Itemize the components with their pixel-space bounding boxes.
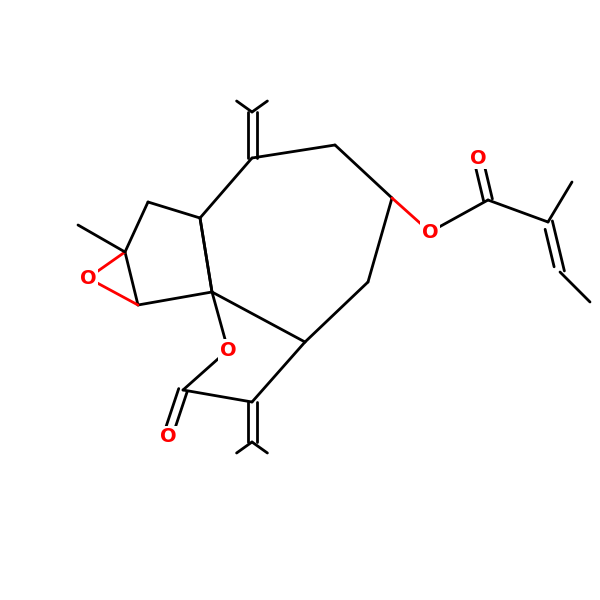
- Text: O: O: [160, 427, 176, 446]
- Text: O: O: [470, 148, 487, 167]
- Text: O: O: [422, 223, 439, 241]
- Text: O: O: [80, 269, 97, 287]
- Text: O: O: [220, 340, 236, 359]
